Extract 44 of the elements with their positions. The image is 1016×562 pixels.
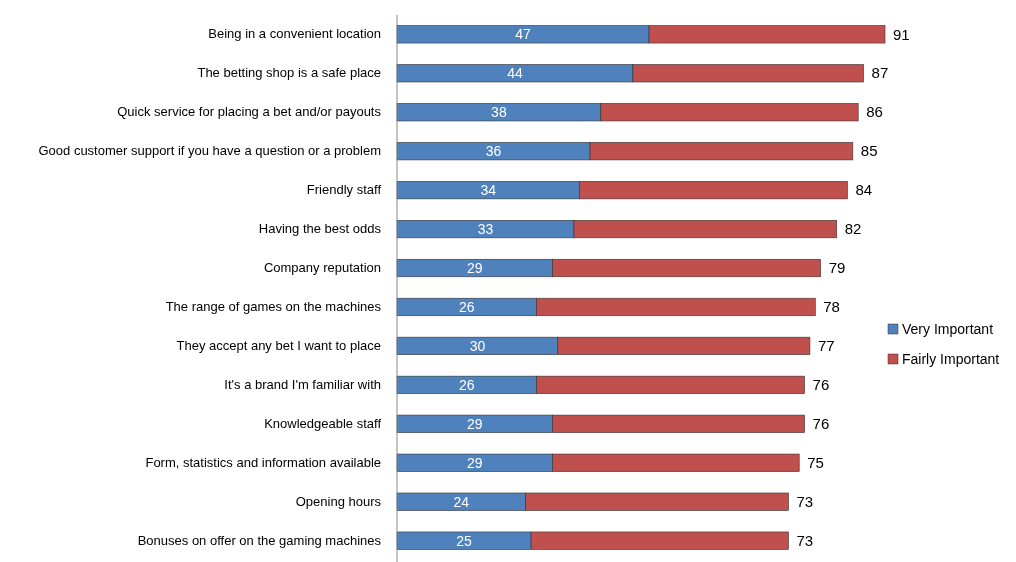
data-label: 36 xyxy=(485,143,502,160)
data-label: 26 xyxy=(458,376,475,393)
total-label: 82 xyxy=(844,220,862,238)
y-tick-label: Having the best odds xyxy=(258,221,382,237)
y-tick-label: Bonuses on offer on the gaming machines xyxy=(137,532,382,548)
total-label: 75 xyxy=(807,454,824,472)
legend-label: Very Important xyxy=(902,320,994,337)
data-label: 29 xyxy=(466,415,483,432)
y-tick-label: Opening hours xyxy=(295,493,382,509)
data-label: 38 xyxy=(491,104,507,121)
total-label: 91 xyxy=(893,25,910,43)
total-label: 84 xyxy=(855,181,873,199)
total-label: 79 xyxy=(828,259,846,277)
y-tick-label: The betting shop is a safe place xyxy=(197,65,381,81)
total-label: 86 xyxy=(866,103,883,121)
total-label: 85 xyxy=(860,142,878,160)
total-label: 76 xyxy=(812,376,830,394)
y-tick-label: They accept any bet I want to place xyxy=(176,338,381,354)
legend-label: Fairly Important xyxy=(902,350,1000,367)
data-label: 44 xyxy=(507,65,523,82)
total-label: 87 xyxy=(871,64,889,82)
y-tick-label: The range of games on the machines xyxy=(165,299,382,315)
total-label: 76 xyxy=(812,415,830,433)
y-tick-label: Friendly staff xyxy=(306,182,382,198)
y-tick-label: Quick service for placing a bet and/or payouts xyxy=(117,104,382,120)
data-label: 26 xyxy=(458,298,475,315)
y-tick-label: It's a brand I'm familiar with xyxy=(224,377,381,393)
total-label: 73 xyxy=(796,531,814,549)
total-label: 77 xyxy=(817,337,835,355)
data-label: 30 xyxy=(469,337,486,354)
y-tick-label: Knowledgeable staff xyxy=(264,416,382,432)
y-tick-label: Good customer support if you have a question or a problem xyxy=(38,143,381,159)
total-label: 73 xyxy=(796,493,814,511)
data-label: 33 xyxy=(477,220,494,237)
total-label: 78 xyxy=(823,298,840,316)
data-label: 25 xyxy=(456,532,473,549)
data-label: 47 xyxy=(515,26,532,43)
data-label: 34 xyxy=(480,182,497,199)
y-tick-label: Form, statistics and information available xyxy=(145,454,381,470)
y-tick-label: Being in a convenient location xyxy=(208,26,381,42)
data-label: 24 xyxy=(453,493,470,510)
y-tick-label: Company reputation xyxy=(263,260,381,276)
data-label: 29 xyxy=(466,454,483,471)
data-label: 29 xyxy=(466,259,483,276)
